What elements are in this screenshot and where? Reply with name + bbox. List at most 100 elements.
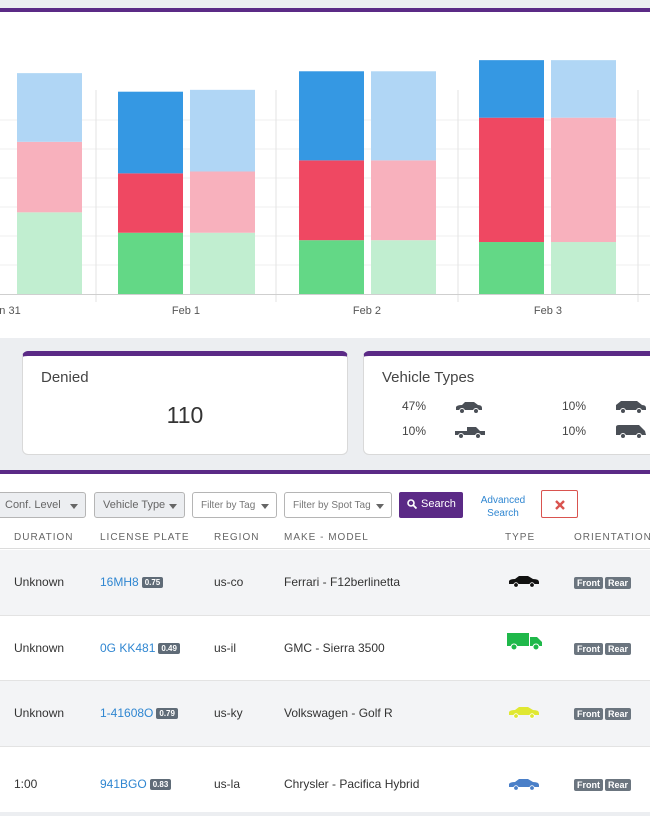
traffic-chart-card: n 31 Feb 1 Feb 2 Feb 3 bbox=[0, 8, 650, 338]
search-icon bbox=[407, 499, 417, 509]
duration-cell: Unknown bbox=[14, 575, 65, 589]
truck-icon bbox=[507, 633, 542, 651]
search-button[interactable]: Search bbox=[399, 492, 463, 518]
bar-segment-middle bbox=[551, 117, 616, 243]
bar-segment-middle bbox=[17, 141, 82, 213]
stacked-bar-chart: n 31 Feb 1 Feb 2 Feb 3 bbox=[0, 60, 650, 317]
bar-segment-top bbox=[190, 89, 255, 172]
x-tick-label: Feb 3 bbox=[534, 305, 562, 317]
region-cell: us-ky bbox=[214, 706, 243, 720]
plate-link[interactable]: 941BGO bbox=[100, 777, 147, 791]
plate-cell: 0G KK481 0.49 bbox=[100, 641, 180, 655]
vehicle-type-pct: 10% bbox=[402, 424, 427, 438]
vehicle-type-pct: 10% bbox=[562, 424, 587, 438]
vehicle-types-title: Vehicle Types bbox=[382, 369, 475, 386]
bar-segment-top bbox=[551, 60, 616, 118]
bar-segment-top bbox=[479, 60, 544, 118]
region-cell: us-il bbox=[214, 641, 237, 655]
table-row[interactable]: 1:00 941BGO 0.83 us-la Chrysler - Pacific… bbox=[0, 747, 650, 816]
table-header: DURATION LICENSE PLATE REGION MAKE - MOD… bbox=[0, 525, 650, 549]
table-row[interactable]: Unknown 0G KK481 0.49 us-il GMC - Sierra … bbox=[0, 616, 650, 681]
denied-count: 110 bbox=[166, 402, 204, 428]
reads-table-card: Conf. Level Vehicle Type Filter by Tag F… bbox=[0, 470, 650, 812]
bar-segment-bottom bbox=[299, 240, 364, 294]
orientation-cell: Front Rear bbox=[574, 706, 633, 720]
bar-segment-bottom bbox=[17, 212, 82, 294]
clear-filters-button[interactable] bbox=[541, 490, 578, 518]
plate-cell: 941BGO 0.83 bbox=[100, 777, 172, 791]
confidence-badge: 0.49 bbox=[158, 643, 180, 654]
col-type[interactable]: TYPE bbox=[505, 532, 536, 543]
conf-level-label: Conf. Level bbox=[5, 499, 61, 511]
bar-segment-top bbox=[118, 91, 183, 174]
orientation-cell: Front Rear bbox=[574, 777, 633, 791]
plate-cell: 16MH8 0.75 bbox=[100, 575, 164, 589]
duration-cell: Unknown bbox=[14, 706, 65, 720]
suv-icon bbox=[616, 401, 646, 414]
bar-segment-top bbox=[299, 71, 364, 161]
chevron-down-icon bbox=[376, 504, 384, 509]
make-model-cell: GMC - Sierra 3500 bbox=[284, 641, 385, 655]
bar-segment-top bbox=[17, 73, 82, 142]
vehicle-type-pct: 10% bbox=[562, 399, 587, 413]
make-model-cell: Volkswagen - Golf R bbox=[284, 706, 393, 720]
x-tick-label: n 31 bbox=[0, 305, 21, 317]
bar-segment-middle bbox=[299, 160, 364, 241]
plate-link[interactable]: 0G KK481 bbox=[100, 641, 156, 655]
x-tick-label: Feb 1 bbox=[172, 305, 200, 317]
advanced-search-link[interactable]: Advanced Search bbox=[480, 495, 526, 519]
x-tick-label: Feb 2 bbox=[353, 305, 381, 317]
col-orientation[interactable]: ORIENTATION bbox=[574, 532, 650, 543]
orientation-rear-badge: Rear bbox=[605, 577, 632, 589]
orientation-front-badge: Front bbox=[574, 708, 603, 720]
sedan-icon bbox=[509, 779, 539, 791]
bar-segment-middle bbox=[190, 171, 255, 233]
duration-cell: 1:00 bbox=[14, 777, 38, 791]
orientation-cell: Front Rear bbox=[574, 641, 633, 655]
bar-segment-bottom bbox=[118, 232, 183, 294]
vehicle-type-label: Vehicle Type bbox=[103, 499, 166, 511]
plate-cell: 1-41608O 0.79 bbox=[100, 706, 178, 720]
col-make-model[interactable]: MAKE - MODEL bbox=[284, 532, 369, 543]
chevron-down-icon bbox=[261, 504, 269, 509]
bar-segment-middle bbox=[118, 173, 183, 233]
sedan-icon bbox=[509, 707, 539, 719]
vehicle-types-card: Vehicle Types 47% 10% 10% 10% bbox=[363, 351, 650, 455]
region-cell: us-co bbox=[214, 575, 244, 589]
pickup-icon bbox=[455, 427, 485, 439]
bar-segment-middle bbox=[371, 160, 436, 241]
table-row[interactable]: Unknown 16MH8 0.75 us-co Ferrari - F12ber… bbox=[0, 550, 650, 616]
bar-segment-middle bbox=[479, 117, 544, 243]
plate-link[interactable]: 16MH8 bbox=[100, 575, 139, 589]
duration-cell: Unknown bbox=[14, 641, 65, 655]
col-license-plate[interactable]: LICENSE PLATE bbox=[100, 532, 190, 543]
orientation-front-badge: Front bbox=[574, 643, 603, 655]
orientation-front-badge: Front bbox=[574, 577, 603, 589]
chevron-down-icon bbox=[169, 504, 177, 509]
bar-segment-top bbox=[371, 71, 436, 161]
bar-segment-bottom bbox=[551, 242, 616, 294]
tag-filter-placeholder: Filter by Tag bbox=[201, 500, 256, 511]
denied-title: Denied bbox=[41, 369, 89, 386]
make-model-cell: Ferrari - F12berlinetta bbox=[284, 575, 401, 589]
confidence-badge: 0.83 bbox=[149, 779, 172, 790]
col-duration[interactable]: DURATION bbox=[14, 532, 74, 543]
tag-filter-input[interactable]: Filter by Tag bbox=[192, 492, 277, 518]
van-icon bbox=[616, 425, 646, 439]
bar-segment-bottom bbox=[371, 240, 436, 294]
region-cell: us-la bbox=[214, 777, 241, 791]
sedan-icon bbox=[456, 402, 482, 414]
denied-card: Denied 110 bbox=[22, 351, 348, 455]
table-row[interactable]: Unknown 1-41608O 0.79 us-ky Volkswagen - … bbox=[0, 681, 650, 747]
orientation-rear-badge: Rear bbox=[605, 779, 632, 791]
col-region[interactable]: REGION bbox=[214, 532, 260, 543]
spot-tag-filter-placeholder: Filter by Spot Tag bbox=[293, 500, 371, 511]
confidence-badge: 0.75 bbox=[141, 577, 164, 588]
spot-tag-filter-input[interactable]: Filter by Spot Tag bbox=[284, 492, 392, 518]
vehicle-type-select[interactable]: Vehicle Type bbox=[94, 492, 185, 518]
conf-level-select[interactable]: Conf. Level bbox=[0, 492, 86, 518]
vehicle-type-pct: 47% bbox=[402, 399, 427, 413]
make-model-cell: Chrysler - Pacifica Hybrid bbox=[284, 777, 420, 791]
plate-link[interactable]: 1-41608O bbox=[100, 706, 154, 720]
sedan-icon bbox=[509, 576, 539, 588]
